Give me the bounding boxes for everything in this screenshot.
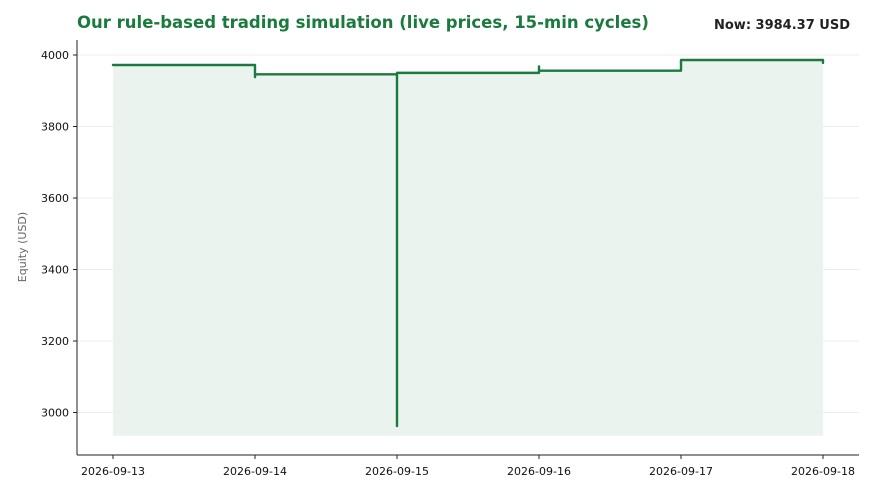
x-tick-label-2026-09-14: 2026-09-14 <box>223 465 287 478</box>
y-tick-label-4000: 4000 <box>41 49 69 62</box>
x-tick-label-2026-09-15: 2026-09-15 <box>365 465 429 478</box>
axes <box>76 40 859 456</box>
x-tick-label-2026-09-16: 2026-09-16 <box>507 465 571 478</box>
y-tick-label-3600: 3600 <box>41 192 69 205</box>
y-tick-label-3800: 3800 <box>41 121 69 134</box>
equity-area <box>113 60 823 436</box>
y-axis-title: Equity (USD) <box>16 212 29 282</box>
equity-line-series <box>111 58 825 428</box>
y-tick-label-3000: 3000 <box>41 407 69 420</box>
x-tick-label-2026-09-17: 2026-09-17 <box>649 465 713 478</box>
equity-area-fill-0 <box>113 60 823 436</box>
y-tick-label-3400: 3400 <box>41 264 69 277</box>
y-tick-label-3200: 3200 <box>41 335 69 348</box>
current-equity-readout: Now: 3984.37 USD <box>714 18 850 33</box>
chart-title: Our rule-based trading simulation (live … <box>77 13 649 32</box>
equity-line-0 <box>111 58 825 428</box>
x-tick-label-2026-09-13: 2026-09-13 <box>81 465 145 478</box>
x-axis-ticks: 2026-09-13 2026-09-14 2026-09-15 2026-09-16… <box>81 455 855 478</box>
y-axis-ticks: 3000 3200 3400 3600 3800 4000 <box>41 49 77 420</box>
x-tick-label-2026-09-18: 2026-09-18 <box>791 465 855 478</box>
